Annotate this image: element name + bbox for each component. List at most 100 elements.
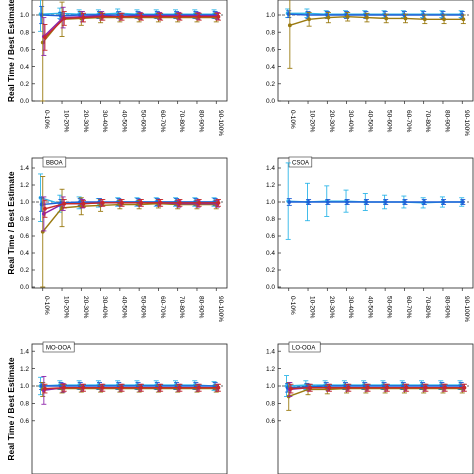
data-point [81,201,86,206]
x-tick-label: 20-30% [328,296,335,319]
data-point [385,385,390,390]
y-tick-label: 0.4 [20,250,29,257]
panel-title-box [288,156,313,168]
series-line [44,202,219,210]
data-point [287,200,292,204]
x-tick-label: 80-90% [197,110,204,133]
data-point [364,200,369,204]
x-tick-label: 40-50% [120,296,127,319]
data-point [139,14,144,19]
data-point [327,385,332,390]
series-line [44,387,219,390]
y-tick-label: 0.2 [20,81,29,88]
y-tick-label: 0.6 [266,233,275,240]
series-line [288,387,463,398]
series-cyan [38,173,217,223]
series-line [42,16,217,43]
chart-panel-5: 0.6 0.8 1.0 1.2 1.4 Real Time / Best Estimate… [6,341,228,474]
data-point [43,206,47,211]
x-tick-label: 30-40% [101,110,108,133]
data-point [423,385,428,390]
plot-frame [277,157,474,289]
data-point [325,200,330,204]
data-point [403,16,408,21]
y-tick-label: 1.2 [20,182,29,189]
x-tick-label: 70-80% [424,296,431,319]
data-point [197,200,202,205]
x-tick-label: 70-80% [424,110,431,133]
data-point [422,200,427,204]
data-point [139,200,144,205]
series-cyan [285,162,465,240]
y-tick-label: 1.0 [20,199,29,206]
data-point [384,16,389,21]
x-tick-label: 40-50% [366,296,373,319]
data-point [197,385,202,390]
y-tick-label: 1.4 [20,165,29,172]
data-point [62,16,67,21]
series-line [41,201,216,206]
chart-panel-3: 0.0 0.2 0.4 0.6 0.8 1.0 1.2 1.4 Real Time / Best… [6,156,228,322]
data-point [100,14,105,19]
series-red [42,383,221,394]
series-line [289,16,464,26]
chart-panel-4: 0.0 0.2 0.4 0.6 0.8 1.0 1.2 1.4 0-10% 10-20% 20-30… [266,156,474,322]
x-tick-label: 50-60% [386,296,393,319]
data-point [43,35,47,40]
data-point [326,15,331,20]
y-tick-label: 1.0 [266,12,275,19]
data-point [81,385,86,390]
x-tick-label: 80-90% [443,110,450,133]
x-tick-label: 10-20% [63,110,70,133]
series-line [287,385,462,389]
y-axis-label: Real Time / Best Estimate [6,0,16,102]
data-point [100,385,105,390]
x-tick-label: 0-10% [43,110,50,129]
data-point [177,385,182,390]
y-tick-label: 0.8 [266,29,275,36]
y-tick-label: 0.8 [20,29,29,36]
data-point [289,386,293,391]
data-point [346,385,351,390]
x-tick-label: 80-90% [443,296,450,319]
y-tick-label: 0.6 [266,418,275,425]
series-line [288,13,463,16]
y-axis-label: Real Time / Best Estimate [6,357,16,461]
data-point [158,14,163,19]
x-tick-label: 20-30% [82,296,89,319]
plot-frame [31,157,228,289]
series-blue [286,198,466,206]
y-tick-label: 0.0 [266,284,275,291]
panel-title: CSOA [292,161,309,167]
y-tick-label: 1.2 [20,366,29,373]
data-point [422,17,427,22]
data-point [383,200,388,204]
data-point [306,200,311,204]
x-tick-label: 90-100% [217,110,224,136]
y-tick-label: 1.0 [20,383,29,390]
series-red [42,198,221,218]
y-tick-label: 1.0 [266,383,275,390]
data-point [100,200,105,205]
data-point [177,14,182,19]
data-point [216,200,221,205]
y-tick-label: 1.4 [266,348,275,355]
panel-title: BBOA [46,161,63,167]
x-tick-label: 40-50% [366,110,373,133]
y-tick-label: 1.2 [266,182,275,189]
x-tick-label: 10-20% [63,296,70,319]
x-tick-label: 60-70% [159,296,166,319]
plot-frame [277,343,474,474]
series-line [290,387,465,390]
data-point [461,17,466,22]
x-tick-label: 10-20% [309,296,316,319]
series-line [44,16,219,38]
x-tick-label: 0-10% [289,110,296,129]
x-tick-label: 20-30% [328,110,335,133]
x-tick-label: 60-70% [159,110,166,133]
data-point [365,15,369,20]
series-line [40,384,215,387]
data-point [43,386,47,391]
x-tick-label: 0-10% [289,296,296,315]
